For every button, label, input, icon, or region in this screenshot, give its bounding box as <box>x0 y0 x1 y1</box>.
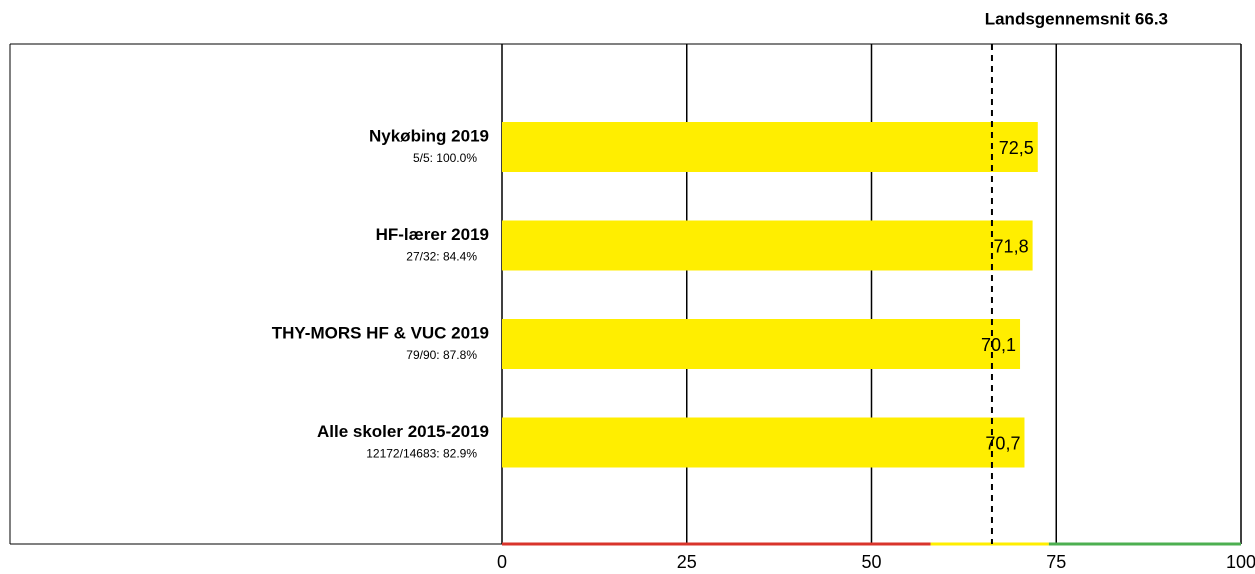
bar <box>502 220 1033 271</box>
category-sublabel: 5/5: 100.0% <box>413 151 477 165</box>
category-label: Alle skoler 2015-2019 <box>317 422 489 441</box>
bar <box>502 319 1021 369</box>
category-label: Nykøbing 2019 <box>369 126 489 145</box>
x-tick-label: 75 <box>1046 552 1066 572</box>
category-sublabel: 12172/14683: 82.9% <box>366 447 477 461</box>
value-label: 70,1 <box>981 335 1016 355</box>
value-label: 72,5 <box>999 138 1034 158</box>
bar <box>502 122 1038 172</box>
x-tick-label: 100 <box>1226 552 1255 572</box>
x-tick-label: 50 <box>861 552 881 572</box>
category-sublabel: 27/32: 84.4% <box>406 250 477 264</box>
category-sublabel: 79/90: 87.8% <box>406 348 477 362</box>
value-label: 71,8 <box>994 236 1029 256</box>
category-label: HF-lærer 2019 <box>376 225 489 244</box>
x-tick-label: 25 <box>677 552 697 572</box>
category-label: THY-MORS HF & VUC 2019 <box>272 323 489 342</box>
x-tick-label: 0 <box>497 552 507 572</box>
reference-label: Landsgennemsnit 66.3 <box>985 9 1168 28</box>
bar <box>502 417 1025 468</box>
value-label: 70,7 <box>985 433 1020 453</box>
